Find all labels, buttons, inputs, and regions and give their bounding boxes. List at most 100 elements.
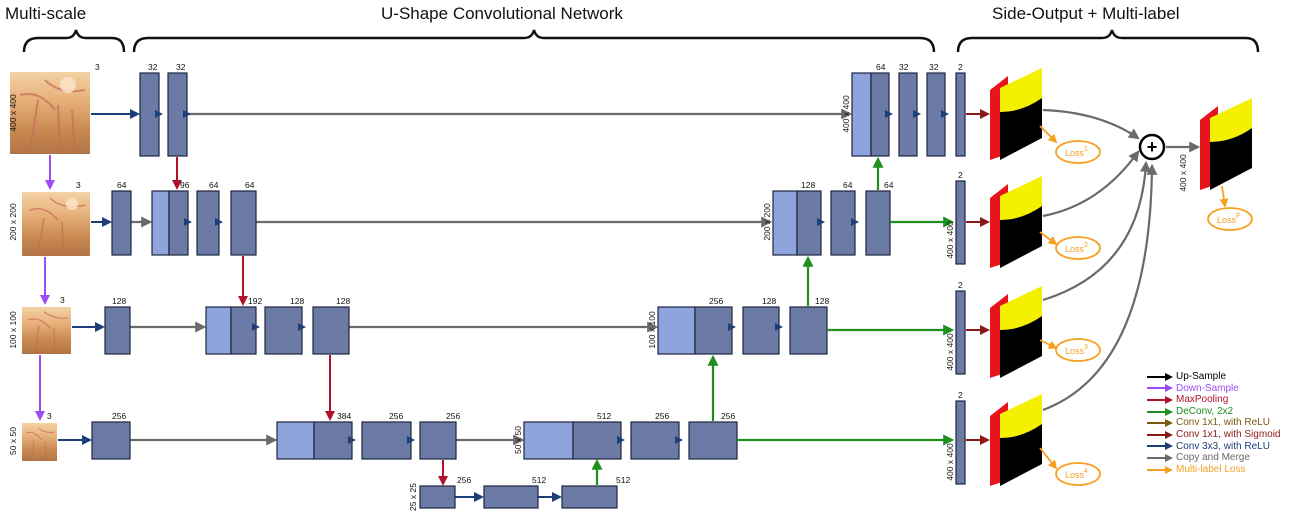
ch-e1b: 32 <box>176 62 186 72</box>
input-image-100 <box>22 307 71 354</box>
legend-label: Copy and Merge <box>1176 452 1250 464</box>
block-e4b <box>314 422 352 459</box>
legend-label: Conv 1x1, with ReLU <box>1176 417 1270 429</box>
legend-label: Down-Sample <box>1176 383 1239 395</box>
loss-1-label: Loss <box>1065 148 1085 158</box>
ch-d1c: 32 <box>929 62 939 72</box>
block-side1 <box>956 73 965 156</box>
ch-d4a: 512 <box>597 411 611 421</box>
ch-d2a: 128 <box>801 180 815 190</box>
unet-brace <box>134 30 934 52</box>
scale-input-200: 200 x 200 <box>8 203 18 241</box>
ch-e4b: 384 <box>337 411 351 421</box>
legend-label: Up-Sample <box>1176 371 1226 383</box>
legend-arrow-icon <box>1146 454 1174 462</box>
block-e4a <box>92 422 130 459</box>
block-b3 <box>562 486 617 508</box>
ch-e4c: 256 <box>389 411 403 421</box>
ch-in2: 3 <box>76 180 81 190</box>
block-d3b <box>743 307 779 354</box>
block-e3b-merge <box>206 307 231 354</box>
scale-input-50: 50 x 50 <box>8 427 18 455</box>
legend-arrow-icon <box>1146 396 1174 404</box>
side-map-3 <box>990 286 1042 378</box>
scale-d4-50: 50 x 50 <box>513 426 523 454</box>
block-d3a-merge <box>658 307 695 354</box>
ch-d3a: 256 <box>709 296 723 306</box>
ch-e2b: 96 <box>180 180 190 190</box>
block-e2a <box>112 191 131 255</box>
legend-item: Conv 3x3, with ReLU <box>1146 441 1281 453</box>
sideoutput-brace <box>958 30 1258 52</box>
conv-triangles <box>155 110 949 444</box>
ch-e4d: 256 <box>446 411 460 421</box>
legend-arrow-icon <box>1146 466 1174 474</box>
ch-e2a: 64 <box>117 180 127 190</box>
ch-d2b: 64 <box>843 180 853 190</box>
fuse-from-side1 <box>1043 110 1138 138</box>
legend-arrow-icon <box>1146 373 1174 381</box>
ch-in1: 3 <box>95 62 100 72</box>
blocks <box>92 73 965 508</box>
loss-f-sup: F <box>1236 213 1240 220</box>
scale-input-400: 400 x 400 <box>8 94 18 132</box>
ch-d1b: 32 <box>899 62 909 72</box>
ch-b2: 512 <box>532 475 546 485</box>
sigmoid-arrows <box>966 114 988 440</box>
section-title-unet: U-Shape Convolutional Network <box>381 4 623 24</box>
legend-item: Multi-label Loss <box>1146 464 1281 476</box>
input-image-50 <box>22 423 57 461</box>
block-d3c <box>790 307 827 354</box>
loss-2-sup: 2 <box>1084 242 1088 249</box>
loss-f-label: Loss <box>1217 215 1237 225</box>
ch-side2: 2 <box>958 170 963 180</box>
fuse-from-side4 <box>1043 166 1152 410</box>
legend-item: Up-Sample <box>1146 371 1281 383</box>
ch-in3: 3 <box>60 295 65 305</box>
scale-d2-200: 200 x 200 <box>762 203 772 241</box>
block-d4a-merge <box>524 422 573 459</box>
input-images <box>10 72 90 461</box>
input-image-200 <box>22 192 90 256</box>
scale-side2-400: 400 x 400 <box>945 221 955 259</box>
scale-bottleneck-25: 25 x 25 <box>408 483 418 511</box>
legend-item: Copy and Merge <box>1146 452 1281 464</box>
ch-e1a: 32 <box>148 62 158 72</box>
block-e2b-merge <box>152 191 169 255</box>
loss-4-sup: 4 <box>1084 468 1088 475</box>
ch-d1a: 64 <box>876 62 886 72</box>
block-d2c <box>866 191 890 255</box>
block-d4b <box>631 422 679 459</box>
loss-3-sup: 3 <box>1084 344 1088 351</box>
section-title-multiscale: Multi-scale <box>5 4 86 24</box>
ch-in4: 3 <box>47 411 52 421</box>
ch-d3b: 128 <box>762 296 776 306</box>
loss-4-label: Loss <box>1065 470 1085 480</box>
block-d4c <box>689 422 737 459</box>
loss-2-label: Loss <box>1065 244 1085 254</box>
copy-merge-arrows <box>130 110 1198 440</box>
legend-label: Conv 3x3, with ReLU <box>1176 441 1270 453</box>
scale-d1-400: 400 x 400 <box>841 95 851 133</box>
scale-d3-100: 100 x 100 <box>647 311 657 349</box>
block-side2 <box>956 181 965 264</box>
legend-label: MaxPooling <box>1176 394 1228 406</box>
legend-label: Multi-label Loss <box>1176 464 1245 476</box>
block-d1a-merge <box>852 73 871 156</box>
fuse-node: + <box>1140 135 1164 159</box>
legend-arrow-icon <box>1146 419 1174 427</box>
block-d4a <box>573 422 621 459</box>
scale-side4-400: 400 x 400 <box>945 443 955 481</box>
block-d2a-merge <box>773 191 797 255</box>
ch-e3a: 128 <box>112 296 126 306</box>
ch-e3c: 128 <box>290 296 304 306</box>
ch-e4a: 256 <box>112 411 126 421</box>
ch-e3d: 128 <box>336 296 350 306</box>
legend-arrow-icon <box>1146 408 1174 416</box>
section-title-sideoutput: Side-Output + Multi-label <box>992 4 1180 24</box>
loss-1-sup: 1 <box>1084 146 1088 153</box>
side-map-2 <box>990 176 1042 268</box>
legend-arrow-icon <box>1146 442 1174 450</box>
block-e3c <box>265 307 302 354</box>
ch-side3: 2 <box>958 280 963 290</box>
